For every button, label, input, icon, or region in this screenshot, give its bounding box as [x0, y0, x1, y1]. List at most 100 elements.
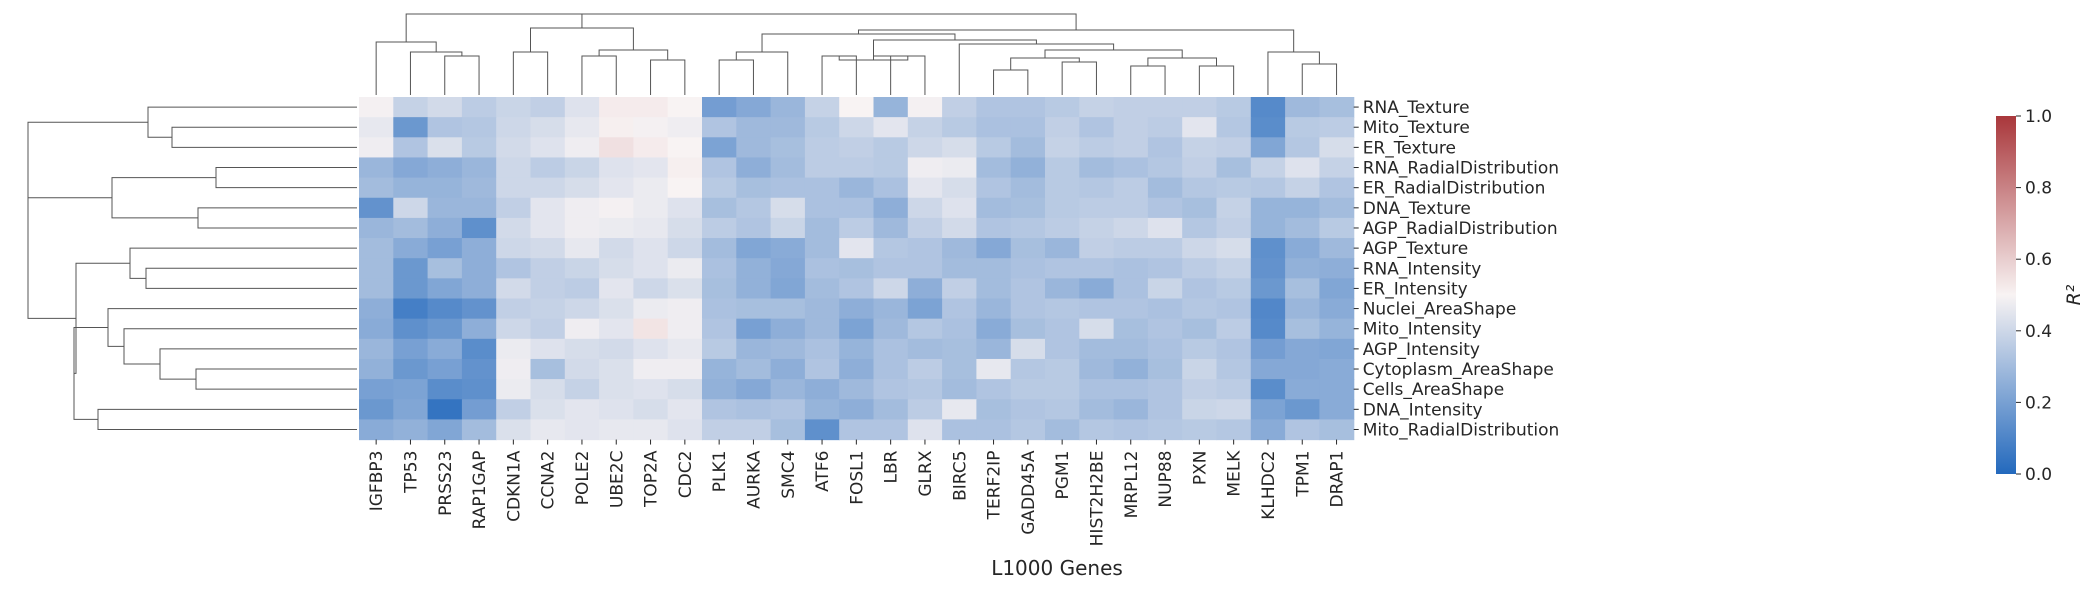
heatmap-cell [702, 419, 737, 441]
column-label: POLE2 [573, 451, 593, 506]
heatmap-cell [804, 379, 840, 400]
heatmap-cell [496, 238, 532, 259]
heatmap-cell [736, 399, 772, 420]
heatmap-cell [530, 217, 566, 239]
heatmap-cell [1182, 177, 1218, 199]
heatmap-cell [564, 117, 600, 138]
heatmap-cell [1182, 258, 1218, 279]
heatmap-cell [633, 97, 669, 118]
heatmap-cell [976, 379, 1012, 400]
heatmap-cell [1045, 157, 1080, 179]
heatmap-cell [667, 419, 703, 441]
heatmap-cell [1079, 379, 1115, 400]
heatmap-cell [1079, 278, 1115, 300]
heatmap-cell [599, 399, 634, 420]
heatmap-cell [461, 177, 497, 199]
heatmap-cell [599, 358, 634, 380]
dendrogram-link [1198, 65, 1235, 95]
heatmap-cell [599, 238, 634, 259]
heatmap-cell [496, 298, 532, 320]
heatmap-cell [530, 399, 566, 420]
row-label: ER_Intensity [1363, 279, 1468, 299]
row-label: Nuclei_AreaShape [1363, 300, 1517, 320]
heatmap-cell [1216, 258, 1252, 279]
heatmap-cell [770, 177, 806, 199]
dendrogram-link [857, 29, 1295, 52]
heatmap-cell [427, 97, 463, 118]
dendrogram-link [375, 41, 437, 95]
row-label: RNA_Texture [1363, 98, 1470, 118]
heatmap-cell [564, 278, 600, 300]
dendrogram-link [1010, 57, 1080, 70]
heatmap-cell [770, 278, 806, 300]
row-label: DNA_Intensity [1363, 400, 1483, 420]
heatmap-cell [667, 358, 703, 380]
heatmap-cell [1216, 238, 1252, 259]
heatmap-cell [1319, 419, 1355, 441]
heatmap-cell [1182, 358, 1218, 380]
heatmap-cell [907, 419, 943, 441]
colorbar-tick-label: 0.8 [2025, 179, 2052, 199]
heatmap-cell [667, 379, 703, 400]
heatmap-cell [873, 117, 909, 138]
heatmap-cell [1250, 358, 1286, 380]
heatmap-cell [564, 238, 600, 259]
heatmap-cell [1010, 157, 1046, 179]
heatmap-cell [564, 157, 600, 179]
heatmap-cell [942, 318, 977, 340]
heatmap-cell [393, 97, 429, 118]
dendrogram-link [1044, 49, 1183, 58]
heatmap-cell [1010, 318, 1046, 340]
column-label: PXN [1190, 451, 1210, 486]
heatmap-cell [1285, 238, 1320, 259]
heatmap-cell [1216, 318, 1252, 340]
heatmap-cell [804, 117, 840, 138]
heatmap-cell [461, 117, 497, 138]
heatmap-cell [736, 137, 772, 159]
heatmap-cell [839, 197, 875, 219]
heatmap-cell [633, 157, 669, 179]
heatmap-cell [1250, 177, 1286, 199]
heatmap-cell [804, 197, 840, 219]
heatmap-cell [1113, 318, 1149, 340]
heatmap-cell [633, 338, 669, 360]
heatmap-cell [461, 419, 497, 441]
heatmap-cell [1147, 137, 1183, 159]
column-label: ATF6 [813, 451, 833, 492]
heatmap-cell [1113, 379, 1149, 400]
heatmap-cell [1216, 338, 1252, 360]
heatmap-cell [1113, 157, 1149, 179]
heatmap-cell [530, 157, 566, 179]
heatmap-cell [770, 338, 806, 360]
heatmap-cell [907, 298, 943, 320]
heatmap-cell [564, 298, 600, 320]
heatmap-cell [1216, 379, 1252, 400]
heatmap-cell [1113, 137, 1149, 159]
heatmap-cell [1216, 399, 1252, 420]
heatmap-cell [530, 97, 566, 118]
heatmap-cell [770, 358, 806, 380]
heatmap-cell [839, 157, 875, 179]
heatmap-cell [599, 97, 634, 118]
heatmap-cell [976, 238, 1012, 259]
heatmap-cell [1182, 117, 1218, 138]
heatmap-cell [667, 278, 703, 300]
heatmap-cell [1045, 137, 1080, 159]
heatmap-cell [633, 399, 669, 420]
column-label: FOSL1 [847, 451, 867, 505]
dendrogram-link [581, 55, 617, 95]
heatmap-cell [1285, 117, 1320, 138]
heatmap-cell [1250, 97, 1286, 118]
heatmap-cell [1010, 117, 1046, 138]
heatmap-cell [942, 358, 977, 380]
heatmap-cell [907, 358, 943, 380]
heatmap-cell [564, 177, 600, 199]
heatmap-cell [770, 137, 806, 159]
heatmap-cell [1147, 358, 1183, 380]
heatmap-cell [359, 177, 394, 199]
heatmap-cell [1045, 97, 1080, 118]
heatmap-cell [1250, 419, 1286, 441]
heatmap-cell [736, 298, 772, 320]
heatmap-cell [530, 258, 566, 279]
heatmap-cell [907, 318, 943, 340]
